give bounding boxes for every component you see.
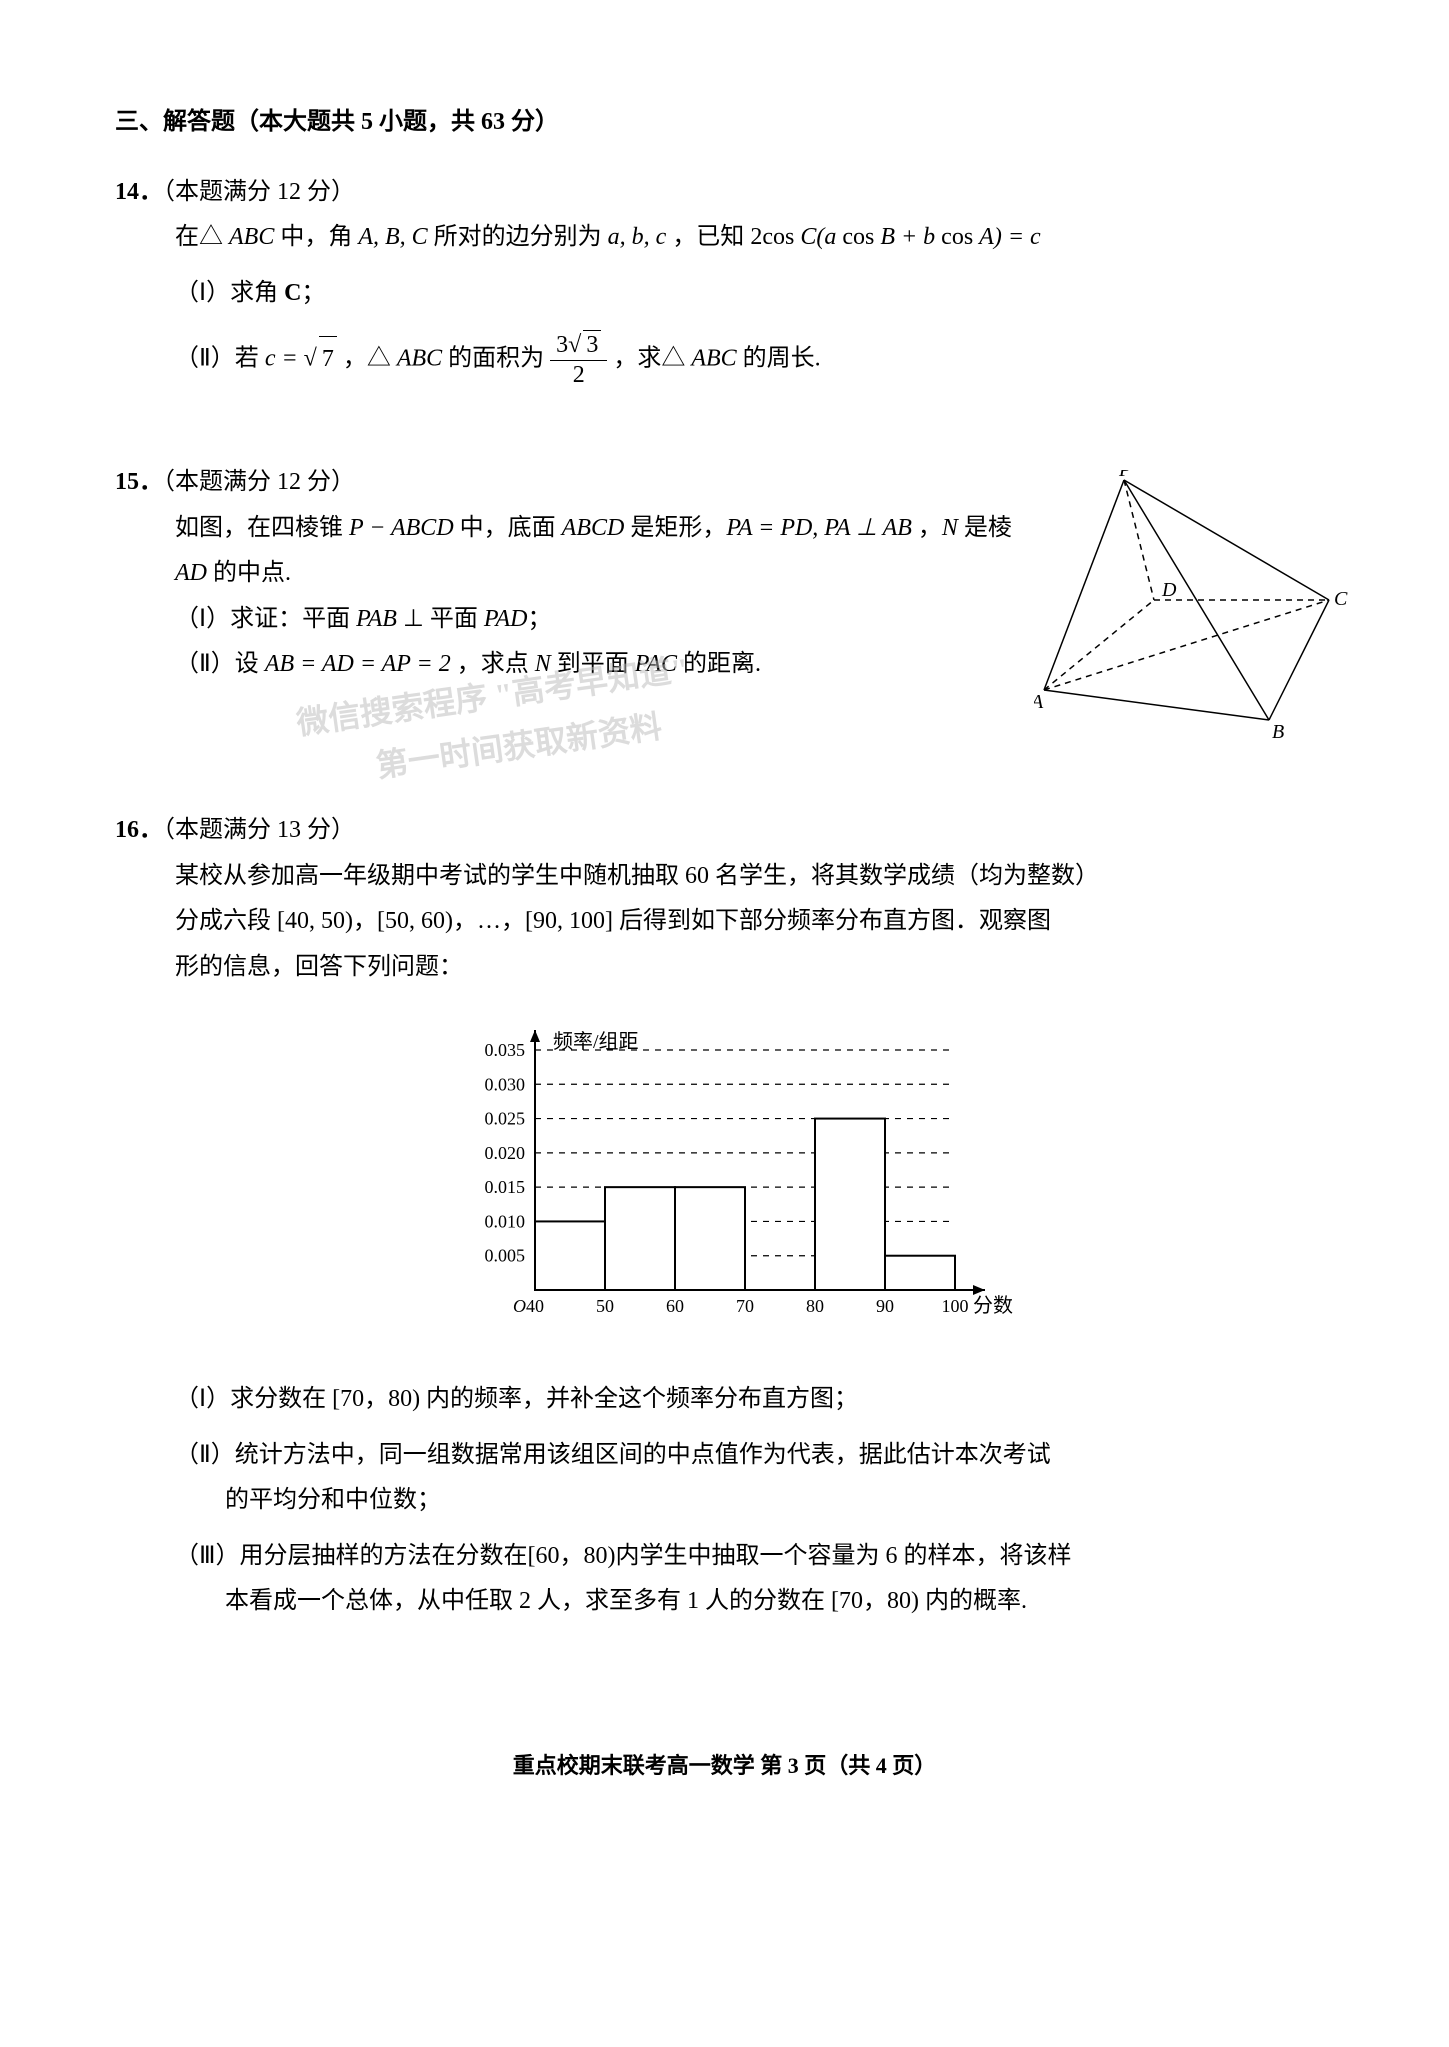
- p15-l1-p: P − ABCD: [349, 515, 454, 541]
- p15-part1-label: （Ⅰ）求证：平面: [175, 606, 356, 632]
- problem-15: 15．（本题满分 12 分） 如图，在四棱锥 P − ABCD 中，底面 ABC…: [115, 460, 1334, 688]
- problem-16-header: 16．（本题满分 13 分）: [115, 808, 1334, 854]
- p14-part2-c: c =: [265, 346, 304, 372]
- p14-text-3: 所对的边分别为: [428, 224, 608, 250]
- histogram-svg: 0.005 0.010 0.015 0.020 0.025 0.030 0.035 40 50 6…: [425, 1010, 1025, 1330]
- p15-part2-mid: ，求点: [451, 651, 535, 677]
- svg-text:100: 100: [941, 1296, 968, 1316]
- svg-text:0.030: 0.030: [484, 1075, 525, 1095]
- svg-text:0.015: 0.015: [484, 1177, 525, 1197]
- p14-part2-abc: ABC: [397, 346, 442, 372]
- p16-points: （本题满分 13 分）: [163, 817, 355, 843]
- p15-l2a: AD: [175, 560, 207, 586]
- p14-points: （本题满分 12 分）: [163, 179, 355, 205]
- p14-part2-area: 的面积为: [442, 346, 550, 372]
- p16-body3: 形的信息，回答下列问题：: [115, 945, 1334, 991]
- section-header: 三、解答题（本大题共 5 小题，共 63 分）: [115, 100, 1334, 146]
- svg-text:0.025: 0.025: [484, 1109, 525, 1129]
- p14-text-2: 中，角: [274, 224, 358, 250]
- svg-text:0.035: 0.035: [484, 1040, 525, 1060]
- p14-text-4: ，已知: [666, 224, 750, 250]
- p14-eq: 2cos C(a cos B + b cos A) = c: [750, 224, 1040, 250]
- svg-text:90: 90: [876, 1296, 894, 1316]
- p15-part2-N: N: [535, 651, 551, 677]
- p14-part1: （Ⅰ）求角 C；: [115, 271, 1334, 317]
- p15-part1-pad: PAD: [484, 606, 528, 632]
- label-A: A: [1034, 691, 1044, 713]
- p16-number: 16．: [115, 817, 163, 843]
- p16-histogram: 0.005 0.010 0.015 0.020 0.025 0.030 0.035 40 50 6…: [115, 1010, 1334, 1347]
- page-footer: 重点校期末联考高一数学 第 3 页（共 4 页）: [115, 1745, 1334, 1787]
- svg-text:50: 50: [596, 1296, 614, 1316]
- pyramid-svg: P A B C D: [1034, 470, 1364, 750]
- svg-text:0.005: 0.005: [484, 1246, 525, 1266]
- svg-text:40: 40: [526, 1296, 544, 1316]
- p15-part1-pab: PAB: [356, 606, 397, 632]
- p14-part2-abc2: ABC: [691, 346, 736, 372]
- p14-sqrt-sign: √: [304, 346, 317, 372]
- p15-l1e: 是棱: [958, 515, 1012, 541]
- p14-part2-label: （Ⅱ）若: [175, 346, 265, 372]
- p14-part1-label: （Ⅰ）求角: [175, 280, 284, 306]
- p14-angles: A, B, C: [358, 224, 427, 250]
- problem-14: 14．（本题满分 12 分） 在△ ABC 中，角 A, B, C 所对的边分别…: [115, 170, 1334, 390]
- label-C: C: [1334, 588, 1348, 610]
- p14-text-1: 在△: [175, 224, 229, 250]
- p14-part2-perim: 的周长.: [737, 346, 821, 372]
- svg-text:0.020: 0.020: [484, 1143, 525, 1163]
- p15-part2-pac: PAC: [635, 651, 677, 677]
- p14-part2-end: ，求△: [607, 346, 691, 372]
- p14-part2: （Ⅱ）若 c = √7 ，△ ABC 的面积为 3√32 ，求△ ABC 的周长…: [115, 330, 1334, 390]
- problem-16: 16．（本题满分 13 分） 某校从参加高一年级期中考试的学生中随机抽取 60 …: [115, 808, 1334, 1625]
- p15-part2-label: （Ⅱ）设: [175, 651, 265, 677]
- p14-sides: a, b, c: [608, 224, 667, 250]
- p15-l1-N: N: [942, 515, 958, 541]
- p16-body1: 某校从参加高一年级期中考试的学生中随机抽取 60 名学生，将其数学成绩（均为整数…: [115, 854, 1334, 900]
- svg-text:60: 60: [666, 1296, 684, 1316]
- svg-text:O: O: [513, 1296, 526, 1316]
- svg-text:频率/组距: 频率/组距: [553, 1030, 639, 1053]
- p15-part2-dist: 的距离.: [677, 651, 761, 677]
- p15-l2b: 的中点.: [207, 560, 291, 586]
- p15-l1c: 是矩形，: [624, 515, 726, 541]
- p14-part2-mid: ，△: [337, 346, 397, 372]
- p15-part1-perp: ⊥ 平面: [397, 606, 484, 632]
- svg-text:80: 80: [806, 1296, 824, 1316]
- p15-figure: P A B C D: [1034, 470, 1364, 767]
- p16-part3b: 本看成一个总体，从中任取 2 人，求至多有 1 人的分数在 [70，80) 内的…: [115, 1579, 1334, 1625]
- p16-part3a: （Ⅲ）用分层抽样的方法在分数在[60，80)内学生中抽取一个容量为 6 的样本，…: [115, 1534, 1334, 1580]
- p15-l1-abcd: ABCD: [562, 515, 625, 541]
- p14-number: 14．: [115, 179, 163, 205]
- svg-text:分数: 分数: [973, 1294, 1013, 1317]
- watermark-line2: 第一时间获取新资料: [372, 696, 666, 796]
- p15-part2-eq: AB = AD = AP = 2: [265, 651, 451, 677]
- p15-l1b: 中，底面: [454, 515, 562, 541]
- p15-l1d: ，: [912, 515, 942, 541]
- p16-part2a: （Ⅱ）统计方法中，同一组数据常用该组区间的中点值作为代表，据此估计本次考试: [115, 1433, 1334, 1479]
- label-P: P: [1118, 470, 1131, 481]
- p15-l1a: 如图，在四棱锥: [175, 515, 349, 541]
- p16-part1: （Ⅰ）求分数在 [70，80) 内的频率，并补全这个频率分布直方图；: [115, 1377, 1334, 1423]
- p14-part1-semi: ；: [301, 280, 325, 306]
- p16-body2: 分成六段 [40, 50)，[50, 60)，…，[90, 100] 后得到如下…: [115, 899, 1334, 945]
- p15-number: 15．: [115, 469, 163, 495]
- svg-text:0.010: 0.010: [484, 1212, 525, 1232]
- p14-sqrt7: 7: [319, 336, 337, 383]
- label-D: D: [1161, 579, 1177, 601]
- p15-points: （本题满分 12 分）: [163, 469, 355, 495]
- p15-part2-end: 到平面: [551, 651, 635, 677]
- label-B: B: [1272, 721, 1284, 743]
- p16-part2b: 的平均分和中位数；: [115, 1478, 1334, 1524]
- p15-part1-semi: ；: [527, 606, 551, 632]
- problem-14-header: 14．（本题满分 12 分）: [115, 170, 1334, 216]
- svg-text:70: 70: [736, 1296, 754, 1316]
- p14-part1-C: C: [284, 280, 301, 306]
- p14-frac-den: 2: [550, 361, 607, 390]
- p15-l1-eq: PA = PD, PA ⊥ AB: [726, 515, 912, 541]
- p14-fraction: 3√32: [550, 330, 607, 390]
- p14-abc: ABC: [229, 224, 274, 250]
- p14-frac-num: 3√3: [550, 330, 607, 361]
- p14-body: 在△ ABC 中，角 A, B, C 所对的边分别为 a, b, c ，已知 2…: [115, 215, 1334, 261]
